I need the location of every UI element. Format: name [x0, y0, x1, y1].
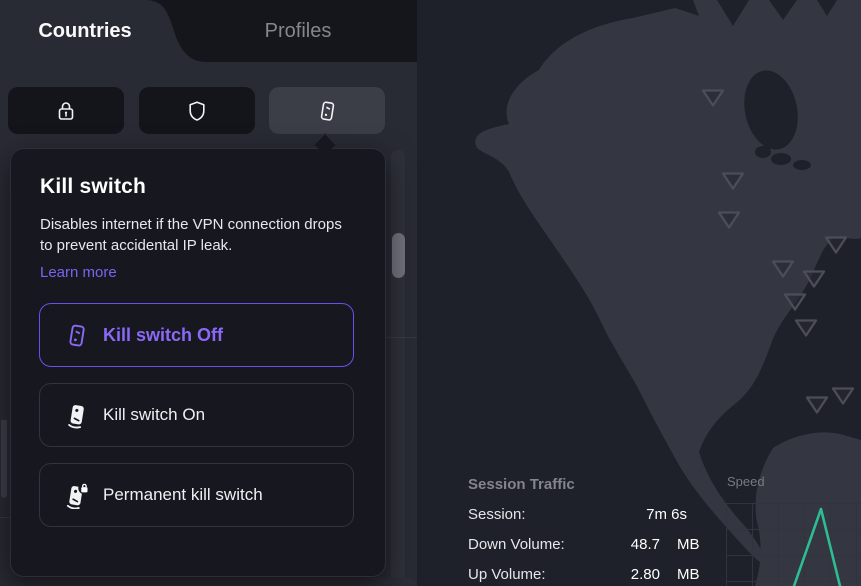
map-marker[interactable]: [823, 235, 849, 255]
kill-switch-button[interactable]: [269, 87, 385, 134]
tab-profiles[interactable]: Profiles: [264, 19, 332, 42]
kill-switch-off-option[interactable]: Kill switch Off: [39, 303, 354, 367]
list-divider: [386, 337, 417, 338]
option-label: Permanent kill switch: [103, 485, 263, 504]
lock-button[interactable]: [8, 87, 124, 134]
learn-more-link[interactable]: Learn more: [40, 264, 117, 281]
sidebar-scroll-track[interactable]: [391, 150, 405, 586]
session-traffic-panel: Session Traffic Session: 7m 6s Down Volum…: [468, 476, 708, 586]
kill-switch-options: Kill switch Off Kill switch On: [39, 303, 354, 527]
active-tab-shape: [0, 0, 206, 62]
speed-chart: [726, 503, 861, 586]
map-marker[interactable]: [782, 292, 808, 312]
map-marker[interactable]: [720, 171, 746, 191]
kill-switch-off-icon: [63, 322, 90, 349]
left-scroll-fragment[interactable]: [1, 420, 7, 498]
map-marker[interactable]: [700, 88, 726, 108]
kill-switch-popup: Kill switch Disables internet if the VPN…: [10, 148, 386, 577]
speed-line-graph: [792, 507, 842, 586]
session-value: 7m 6s: [646, 506, 687, 523]
map-marker[interactable]: [793, 318, 819, 338]
up-volume-unit: MB: [677, 566, 700, 583]
kill-switch-icon: [314, 97, 341, 124]
down-volume-row: Down Volume: 48.7 MB: [468, 536, 708, 566]
map-marker[interactable]: [801, 269, 827, 289]
sidebar-scroll-thumb[interactable]: [392, 233, 405, 278]
kill-switch-on-icon: [63, 402, 90, 429]
permanent-kill-switch-option[interactable]: Permanent kill switch: [39, 463, 354, 527]
up-volume-label: Up Volume:: [468, 566, 546, 583]
permanent-kill-switch-icon: [63, 481, 90, 509]
up-volume-value: 2.80: [630, 566, 660, 583]
popup-description: Disables internet if the VPN connection …: [40, 216, 342, 254]
map-marker[interactable]: [804, 395, 830, 415]
session-traffic-title: Session Traffic: [468, 476, 575, 493]
left-list-divider: [0, 517, 10, 518]
map-marker[interactable]: [716, 210, 742, 230]
option-label: Kill switch Off: [103, 324, 224, 345]
option-label: Kill switch On: [103, 405, 206, 424]
session-label: Session:: [468, 506, 526, 523]
shield-button[interactable]: [139, 87, 255, 134]
shield-icon: [184, 97, 211, 124]
popup-title: Kill switch: [40, 175, 147, 198]
bottom-panel-edge: [28, 578, 417, 586]
down-volume-label: Down Volume:: [468, 536, 565, 553]
map-marker[interactable]: [770, 259, 796, 279]
tab-countries[interactable]: Countries: [38, 19, 132, 42]
down-volume-unit: MB: [677, 536, 700, 553]
lock-icon: [53, 97, 80, 124]
tab-header: Countries Profiles: [0, 0, 417, 62]
up-volume-row: Up Volume: 2.80 MB: [468, 566, 708, 586]
map-marker[interactable]: [830, 386, 856, 406]
session-row: Session: 7m 6s: [468, 506, 708, 536]
down-volume-value: 48.7: [630, 536, 660, 553]
speed-chart-label: Speed: [727, 474, 765, 489]
kill-switch-on-option[interactable]: Kill switch On: [39, 383, 354, 447]
